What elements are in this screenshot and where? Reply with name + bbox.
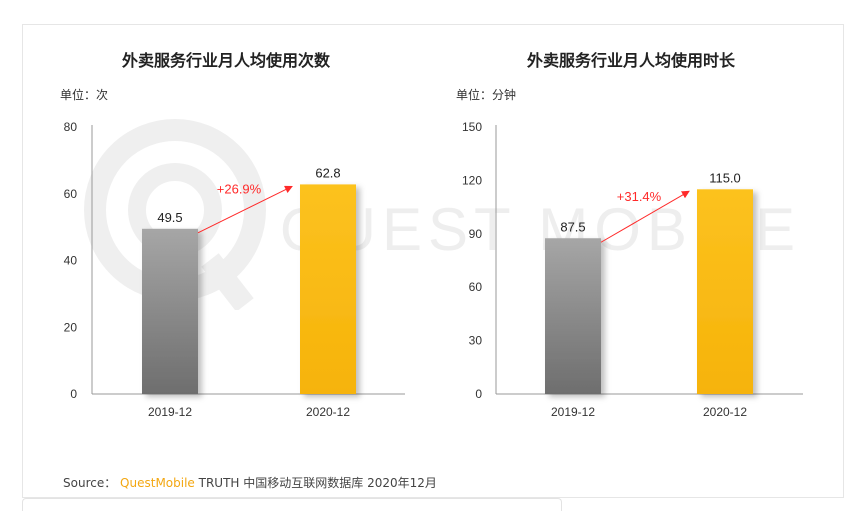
y-tick-label: 60 [469, 280, 483, 294]
data-label: 62.8 [315, 165, 340, 180]
source-brand: QuestMobile [120, 476, 195, 490]
y-tick-label: 30 [469, 334, 483, 348]
bar-2020-12 [697, 189, 753, 394]
bar-2019-12 [142, 228, 198, 394]
growth-arrow [197, 185, 293, 234]
bottom-strip [22, 498, 562, 511]
growth-arrow [600, 190, 690, 243]
unit-label: 单位：次 [60, 87, 108, 102]
y-tick-label: 90 [469, 227, 483, 241]
y-tick-label: 0 [475, 387, 482, 401]
growth-label: +26.9% [217, 182, 262, 197]
x-tick-label: 2020-12 [703, 405, 747, 419]
chart-title: 外卖服务行业月人均使用次数 [121, 51, 331, 70]
growth-label: +31.4% [617, 189, 662, 204]
data-label: 115.0 [709, 170, 741, 185]
source-prefix: Source： [63, 476, 117, 490]
x-tick-label: 2020-12 [306, 405, 350, 419]
data-label: 87.5 [560, 219, 585, 234]
bar-2020-12 [300, 184, 356, 394]
data-label: 49.5 [157, 210, 182, 225]
y-tick-label: 40 [64, 254, 78, 268]
y-tick-label: 0 [70, 387, 77, 401]
y-tick-label: 60 [64, 187, 78, 201]
source-note: Source： QuestMobile TRUTH 中国移动互联网数据库 202… [63, 474, 437, 491]
y-tick-label: 20 [64, 320, 78, 334]
x-tick-label: 2019-12 [148, 405, 192, 419]
y-tick-label: 120 [462, 173, 482, 187]
x-tick-label: 2019-12 [551, 405, 595, 419]
y-tick-label: 150 [462, 120, 482, 134]
bar-2019-12 [545, 238, 601, 394]
source-suffix: TRUTH 中国移动互联网数据库 2020年12月 [198, 476, 437, 490]
y-tick-label: 80 [64, 120, 78, 134]
chart-title: 外卖服务行业月人均使用时长 [526, 51, 736, 70]
unit-label: 单位：分钟 [456, 87, 516, 102]
